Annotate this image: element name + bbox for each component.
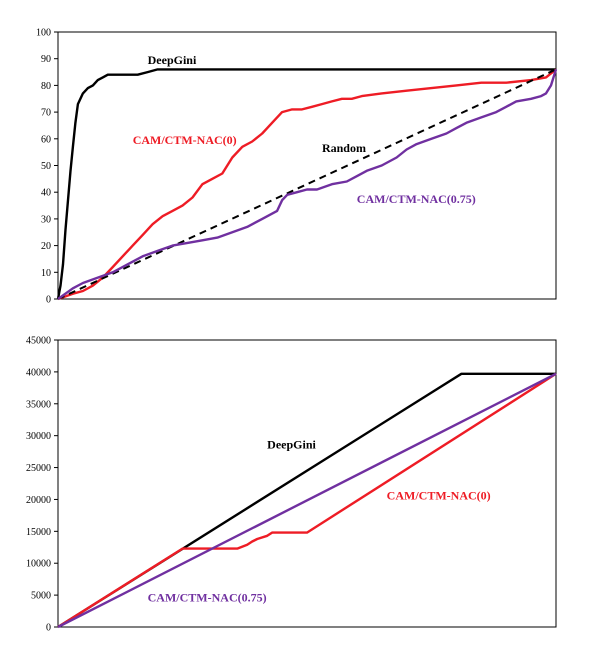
y-tick-label: 20000 bbox=[26, 495, 51, 506]
y-tick-label: 10000 bbox=[26, 559, 51, 570]
y-tick-label: 90 bbox=[41, 54, 51, 65]
plot-frame bbox=[57, 31, 557, 300]
y-tick-label: 80 bbox=[41, 81, 51, 92]
series-label-random: Random bbox=[322, 141, 366, 155]
series-line-cam-ctm-nac-0-75 bbox=[57, 372, 557, 629]
series-label-cam-ctm-nac-0: CAM/CTM-NAC(0) bbox=[387, 488, 491, 502]
y-tick-label: 15000 bbox=[26, 527, 51, 538]
series-line-random bbox=[57, 68, 557, 300]
y-tick-label: 40 bbox=[41, 188, 51, 199]
series-label-deepgini: DeepGini bbox=[148, 53, 197, 67]
series-line-cam-ctm-nac-0-75 bbox=[57, 69, 558, 300]
y-tick-label: 40000 bbox=[26, 367, 51, 378]
bottom-chart: 0 5000 10000 15000 20000 25000 30000 35000 40000… bbox=[26, 336, 557, 634]
series-label-deepgini: DeepGini bbox=[267, 437, 316, 451]
y-tick-label: 0 bbox=[46, 623, 51, 634]
y-tick-label: 5000 bbox=[31, 591, 51, 602]
series-line-cam-ctm-nac-0 bbox=[57, 68, 557, 301]
y-tick-label: 50 bbox=[41, 161, 51, 172]
y-tick-label: 60 bbox=[41, 134, 51, 145]
y-tick-label: 25000 bbox=[26, 463, 51, 474]
series-label-cam-ctm-nac-0-75: CAM/CTM-NAC(0.75) bbox=[148, 590, 267, 604]
y-tick-label: 20 bbox=[41, 241, 51, 252]
y-tick-label: 0 bbox=[46, 295, 51, 306]
top-chart: 0 10 20 30 40 50 60 70 80 90 100 DeepGini CAM/CTM-NA… bbox=[36, 28, 558, 306]
y-tick-label: 30 bbox=[41, 214, 51, 225]
series-label-cam-ctm-nac-0-75: CAM/CTM-NAC(0.75) bbox=[357, 192, 476, 206]
series-line-deepgini bbox=[56, 68, 556, 300]
y-tick-label: 70 bbox=[41, 108, 51, 119]
y-tick-label: 100 bbox=[36, 28, 51, 39]
series-line-deepgini bbox=[57, 372, 556, 629]
plot-frame bbox=[57, 339, 557, 628]
series-label-cam-ctm-nac-0: CAM/CTM-NAC(0) bbox=[133, 133, 237, 147]
y-tick-label: 45000 bbox=[26, 336, 51, 347]
y-tick-label: 35000 bbox=[26, 399, 51, 410]
y-tick-label: 10 bbox=[41, 268, 51, 279]
y-tick-label: 30000 bbox=[26, 431, 51, 442]
